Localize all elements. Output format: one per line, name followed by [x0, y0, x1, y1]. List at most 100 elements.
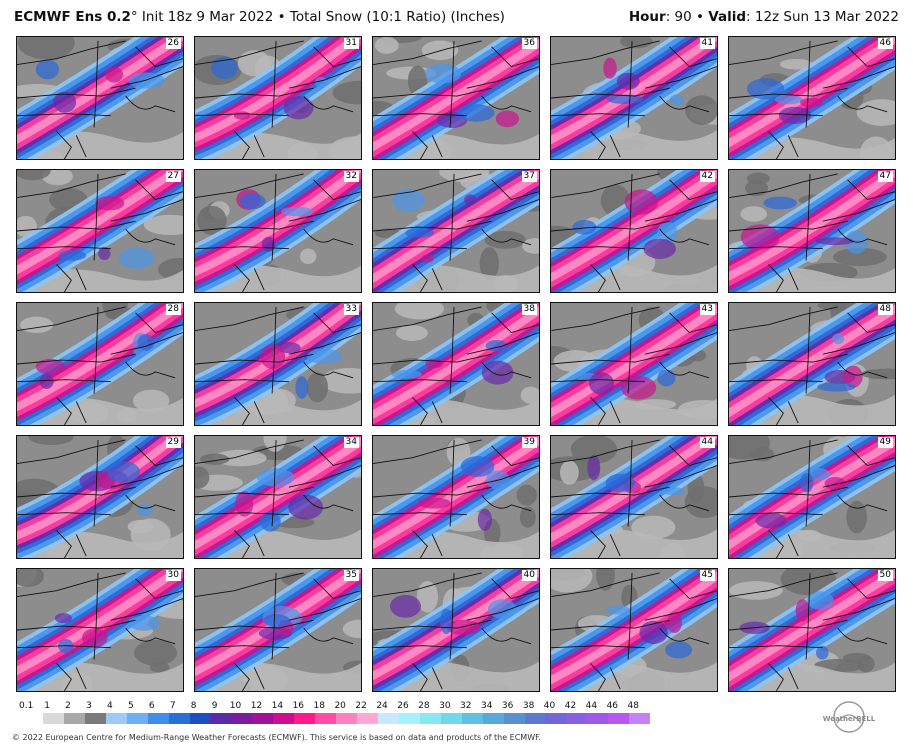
ensemble-member-panel: 38 — [372, 302, 540, 426]
ensemble-member-panel: 34 — [194, 435, 362, 559]
member-number-label: 50 — [877, 570, 893, 581]
valid-value: : 12z Sun 13 Mar 2022 — [746, 9, 899, 25]
ensemble-member-panel: 30 — [16, 568, 184, 692]
snowfall-map — [373, 569, 539, 691]
colorbar-swatch — [294, 713, 316, 724]
colorbar-swatch — [524, 713, 546, 724]
colorbar-tick-label: 32 — [460, 701, 472, 711]
snowfall-map — [17, 436, 183, 558]
colorbar-swatch — [22, 713, 43, 724]
member-number-label: 48 — [877, 304, 893, 315]
hour-value: : 90 • — [665, 9, 709, 25]
ensemble-member-panel: 49 — [728, 435, 896, 559]
ensemble-member-panel: 35 — [194, 568, 362, 692]
member-number-label: 29 — [165, 437, 181, 448]
colorbar-swatch — [419, 713, 441, 724]
member-number-label: 33 — [343, 304, 359, 315]
member-number-label: 31 — [343, 38, 359, 49]
colorbar-tick-label: 9 — [211, 701, 218, 711]
colorbar-tick-label: 28 — [418, 701, 430, 711]
ensemble-member-panel: 37 — [372, 169, 540, 293]
colorbar-swatch — [503, 713, 525, 724]
copyright-footer: © 2022 European Centre for Medium-Range … — [12, 733, 541, 742]
colorbar-swatch — [126, 713, 148, 724]
colorbar-swatch — [273, 713, 295, 724]
colorbar-tick-label: 1 — [44, 701, 50, 711]
colorbar-swatch — [63, 713, 85, 724]
member-number-label: 27 — [165, 171, 181, 182]
colorbar-tick-label: 48 — [627, 701, 639, 711]
ensemble-member-panel: 29 — [16, 435, 184, 559]
colorbar-swatch — [357, 713, 378, 724]
snowfall-map — [373, 170, 539, 292]
colorbar-tick-label: 8 — [190, 701, 197, 711]
colorbar-swatch — [42, 713, 64, 724]
model-name: ECMWF Ens 0.2 — [14, 9, 131, 25]
ensemble-member-panel: 42 — [550, 169, 718, 293]
product-name: Total Snow (10:1 Ratio) (Inches) — [289, 9, 505, 25]
colorbar-swatches — [22, 713, 651, 724]
ensemble-member-panel: 28 — [16, 302, 184, 426]
snowfall-map — [551, 569, 717, 691]
colorbar-tick-label: 36 — [501, 701, 514, 711]
colorbar-swatch — [336, 713, 357, 724]
colorbar-swatch — [545, 713, 567, 724]
snowfall-map — [17, 37, 183, 159]
colorbar-tick-label: 38 — [522, 701, 535, 711]
degree-symbol: ° — [130, 9, 138, 25]
colorbar-tick-label: 20 — [334, 701, 346, 711]
snowfall-map — [551, 436, 717, 558]
snowfall-map — [373, 436, 539, 558]
ensemble-member-panel: 44 — [550, 435, 718, 559]
colorbar-tick-label: 46 — [606, 701, 619, 711]
snowfall-map — [729, 37, 895, 159]
member-number-label: 28 — [165, 304, 181, 315]
init-time: Init 18z 9 Mar 2022 — [137, 9, 274, 25]
colorbar-tick-label: 3 — [86, 701, 92, 711]
member-number-label: 37 — [521, 171, 537, 182]
ensemble-member-panel: 26 — [16, 36, 184, 160]
ensemble-member-panel: 31 — [194, 36, 362, 160]
colorbar-tick-label: 22 — [355, 701, 367, 711]
colorbar-swatch — [587, 713, 609, 724]
colorbar-tick-label: 24 — [376, 701, 388, 711]
colorbar-swatch — [210, 713, 232, 724]
member-number-label: 34 — [343, 437, 359, 448]
colorbar-swatch — [189, 713, 211, 724]
member-number-label: 45 — [699, 570, 715, 581]
member-number-label: 49 — [877, 437, 893, 448]
snowfall-map — [551, 37, 717, 159]
ensemble-member-panel: 46 — [728, 36, 896, 160]
member-number-label: 39 — [521, 437, 537, 448]
member-number-label: 46 — [877, 38, 893, 49]
snowfall-map — [729, 569, 895, 691]
snowfall-map — [17, 303, 183, 425]
colorbar-swatch — [398, 713, 420, 724]
ensemble-member-panel: 39 — [372, 435, 540, 559]
colorbar-tick-label: 18 — [313, 701, 325, 711]
colorbar-tick-label: 30 — [439, 701, 451, 711]
snowfall-map — [195, 569, 361, 691]
colorbar-labels: 0.1 1 2 3 4 5 6 7 8 9 10 12 14 16 18 20 22 24 26 28 30 32 34 36… — [19, 701, 650, 712]
member-number-label: 44 — [699, 437, 715, 448]
colorbar-tick-label: 10 — [229, 701, 242, 711]
hour-label: Hour — [628, 9, 666, 25]
colorbar-swatch — [629, 713, 651, 724]
ensemble-member-panel: 32 — [194, 169, 362, 293]
snowfall-map — [195, 436, 361, 558]
ensemble-member-panel: 40 — [372, 568, 540, 692]
ensemble-member-panel: 45 — [550, 568, 718, 692]
colorbar-tick-label: 44 — [585, 701, 598, 711]
snowfall-map — [17, 569, 183, 691]
snowfall-map — [373, 303, 539, 425]
logo-text: WeatherBELL — [823, 715, 876, 723]
colorbar-tick-label: 6 — [148, 701, 155, 711]
valid-label: Valid — [708, 9, 747, 25]
snowfall-colorbar: 0.1 1 2 3 4 5 6 7 8 9 10 12 14 16 18 20 22 24 26 28 30 32 34 36… — [19, 701, 651, 725]
snowfall-map — [729, 170, 895, 292]
colorbar-tick-label: 5 — [127, 701, 134, 711]
ensemble-member-panel: 48 — [728, 302, 896, 426]
title-separator: • — [273, 9, 290, 25]
snowfall-map — [195, 37, 361, 159]
ensemble-member-panel: 41 — [550, 36, 718, 160]
